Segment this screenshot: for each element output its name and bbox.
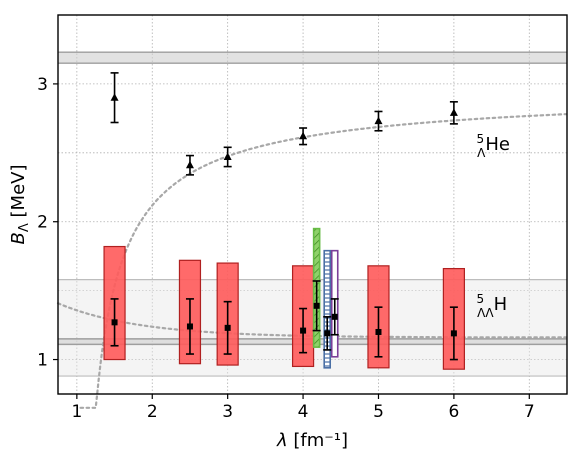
x-tick-label: 7 — [524, 402, 535, 422]
x-tick-label: 3 — [222, 402, 233, 422]
data-point-triangle — [299, 131, 308, 140]
uncertainty-box — [323, 249, 332, 369]
y-tick-label: 1 — [37, 351, 48, 371]
data-point-square — [224, 324, 231, 331]
data-point-square — [324, 330, 331, 337]
data-point-triangle — [449, 108, 458, 116]
axes-frame — [57, 14, 568, 395]
annotation-h5ll: 5 ΛΛH — [477, 292, 508, 320]
data-point-square — [111, 319, 118, 326]
annotation-he5l: 5 ΛHe — [477, 132, 510, 160]
data-point-triangle — [374, 116, 383, 125]
x-tick-label: 1 — [71, 402, 82, 422]
data-point-triangle — [223, 152, 232, 160]
data-point-square — [450, 330, 457, 337]
reference-band — [58, 52, 567, 64]
x-tick-label: 4 — [298, 402, 309, 422]
data-point-square — [375, 328, 382, 335]
y-tick-label: 2 — [37, 213, 48, 233]
y-tick-label: 3 — [37, 75, 48, 95]
y-axis-label: BΛ [MeV] — [8, 165, 32, 245]
fit-curve — [79, 113, 568, 409]
data-point-square — [331, 313, 338, 320]
data-point-triangle — [185, 160, 194, 169]
data-point-triangle — [110, 93, 119, 101]
x-tick-label: 5 — [373, 402, 384, 422]
data-point-square — [186, 323, 193, 330]
x-tick-label: 2 — [147, 402, 158, 422]
data-point-square — [300, 327, 307, 334]
x-tick-label: 6 — [448, 402, 459, 422]
data-point-square — [313, 302, 320, 309]
x-axis-label: λ [fm⁻¹] — [276, 430, 348, 451]
